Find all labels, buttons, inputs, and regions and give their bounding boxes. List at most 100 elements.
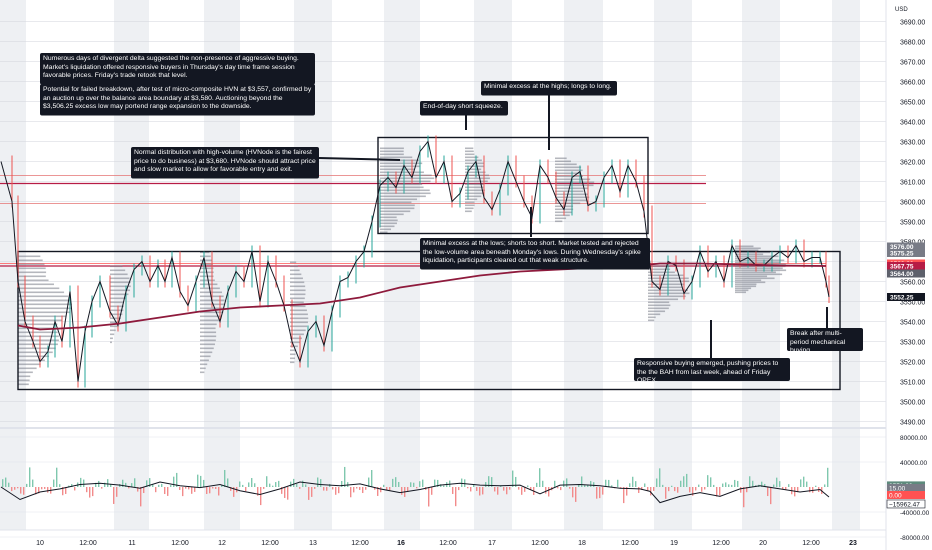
- annotation-text: Minimal excess at the lows; shorts too s…: [423, 240, 641, 264]
- delta-bar: [686, 473, 688, 487]
- volume-profile-bar: [735, 249, 759, 252]
- delta-bar: [2, 479, 4, 487]
- pane-divider[interactable]: [0, 427, 886, 429]
- volume-profile-bar: [648, 298, 679, 301]
- volume-profile-bar: [18, 275, 46, 278]
- time-tick-label: 12:00: [802, 540, 820, 547]
- volume-profile-bar: [290, 337, 302, 340]
- delta-bar: [497, 487, 499, 495]
- time-tick-label: 12: [218, 540, 226, 547]
- delta-bar: [587, 485, 589, 487]
- annotation-pointer: [318, 157, 401, 161]
- volume-profile-bar: [380, 189, 430, 192]
- delta-bar: [137, 487, 139, 492]
- volume-profile-bar: [465, 210, 472, 213]
- delta-bar: [623, 487, 625, 504]
- delta-bar: [92, 487, 94, 497]
- delta-bar: [698, 484, 700, 487]
- volume-profile-bar: [200, 359, 209, 362]
- delta-bar: [473, 484, 475, 487]
- delta-bar: [722, 483, 724, 487]
- volume-profile-bar: [465, 201, 475, 204]
- time-axis[interactable]: 10 12:00 11 12:00 12 12:00 13 12:00 16 12:00 17 12:…: [36, 540, 857, 547]
- delta-bar: [575, 487, 577, 502]
- delta-bar: [578, 484, 580, 487]
- indicator-badge: [886, 499, 926, 509]
- delta-bar: [233, 487, 235, 497]
- delta-bar: [602, 487, 604, 495]
- indicator-tick-label: -40000.00: [900, 510, 930, 517]
- delta-bar: [332, 487, 334, 490]
- delta-bar: [368, 477, 370, 487]
- volume-profile-bar: [200, 347, 214, 350]
- volume-profile-bar: [290, 349, 297, 352]
- delta-bar: [644, 483, 646, 487]
- volume-profile-bar: [555, 220, 563, 223]
- volume-profile-bar: [200, 363, 208, 366]
- delta-bar: [224, 469, 226, 487]
- delta-bar: [773, 484, 775, 487]
- volume-profile-bar: [18, 351, 53, 354]
- volume-profile-bar: [465, 183, 484, 186]
- delta-bar: [110, 484, 112, 487]
- delta-bar: [500, 485, 502, 487]
- delta-bar: [170, 485, 172, 487]
- delta-bar: [461, 478, 463, 487]
- volume-profile-bar: [465, 207, 474, 210]
- volume-profile-bar: [290, 285, 306, 288]
- delta-bar: [221, 485, 223, 487]
- delta-bar: [239, 481, 241, 487]
- price-tick-label: 3640.00: [900, 120, 925, 127]
- volume-profile-bar: [200, 331, 217, 334]
- delta-bar: [770, 487, 772, 505]
- price-badge: [887, 262, 925, 270]
- time-tick-label: 11: [128, 540, 135, 547]
- volume-profile-bar: [110, 285, 131, 288]
- delta-bar: [242, 484, 244, 487]
- delta-bar: [584, 484, 586, 487]
- volume-profile-bar: [735, 257, 773, 260]
- time-tick-label: 18: [578, 540, 586, 547]
- delta-bar: [443, 485, 445, 487]
- delta-bar: [491, 477, 493, 487]
- indicator-tick-label: -80000.00: [900, 535, 930, 542]
- volume-profile-bar: [735, 273, 783, 276]
- delta-bar: [101, 487, 103, 489]
- delta-bar: [257, 487, 259, 496]
- session-band: [832, 0, 860, 530]
- time-tick-label: 12:00: [531, 540, 549, 547]
- volume-profile-bar: [290, 301, 304, 304]
- volume-profile-bar: [380, 222, 397, 225]
- delta-bar: [245, 487, 247, 492]
- delta-bar: [23, 487, 25, 495]
- volume-profile-bar: [465, 195, 482, 198]
- time-tick-label: 12:00: [261, 540, 279, 547]
- delta-bar: [800, 479, 802, 487]
- volume-profile-bar: [200, 307, 225, 310]
- volume-profile-bar: [380, 180, 431, 183]
- volume-profile-bar: [110, 333, 115, 336]
- delta-bar: [209, 487, 211, 494]
- delta-bar: [452, 487, 454, 494]
- delta-bar: [716, 487, 718, 497]
- volume-profile-bar: [200, 259, 212, 262]
- price-tick-label: 3530.00: [900, 340, 925, 347]
- volume-profile-bar: [200, 367, 206, 370]
- price-axis[interactable]: 3490.00 3500.00 3510.00 3520.00 3530.00 3540.…: [886, 20, 930, 543]
- delta-bar: [548, 487, 550, 497]
- price-tick-label: 3490.00: [900, 420, 925, 427]
- volume-profile-bar: [200, 351, 213, 354]
- delta-bar: [506, 487, 508, 495]
- delta-bar: [266, 476, 268, 487]
- volume-profile-bar: [555, 202, 581, 205]
- delta-bar: [809, 487, 811, 493]
- delta-bar: [524, 487, 526, 492]
- delta-bar: [749, 476, 751, 487]
- volume-profile-bar: [555, 163, 577, 166]
- delta-bar: [638, 487, 640, 493]
- volume-profile-bar: [18, 335, 59, 338]
- delta-bar: [218, 487, 220, 496]
- volume-profile-bar: [290, 317, 309, 320]
- delta-indicator-pane: [0, 436, 886, 538]
